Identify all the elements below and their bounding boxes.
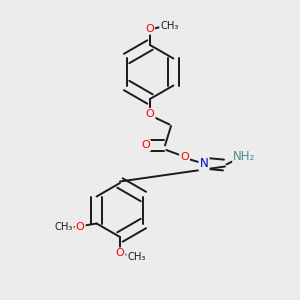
Text: NH₂: NH₂ <box>233 149 256 163</box>
Text: O: O <box>116 248 124 259</box>
Text: CH₃: CH₃ <box>54 221 73 232</box>
Text: O: O <box>146 109 154 119</box>
Text: N: N <box>200 157 208 170</box>
Text: CH₃: CH₃ <box>160 21 179 31</box>
Text: O: O <box>180 152 189 163</box>
Text: CH₃: CH₃ <box>127 251 146 262</box>
Text: O: O <box>76 221 85 232</box>
Text: O: O <box>141 140 150 151</box>
Text: O: O <box>145 23 154 34</box>
